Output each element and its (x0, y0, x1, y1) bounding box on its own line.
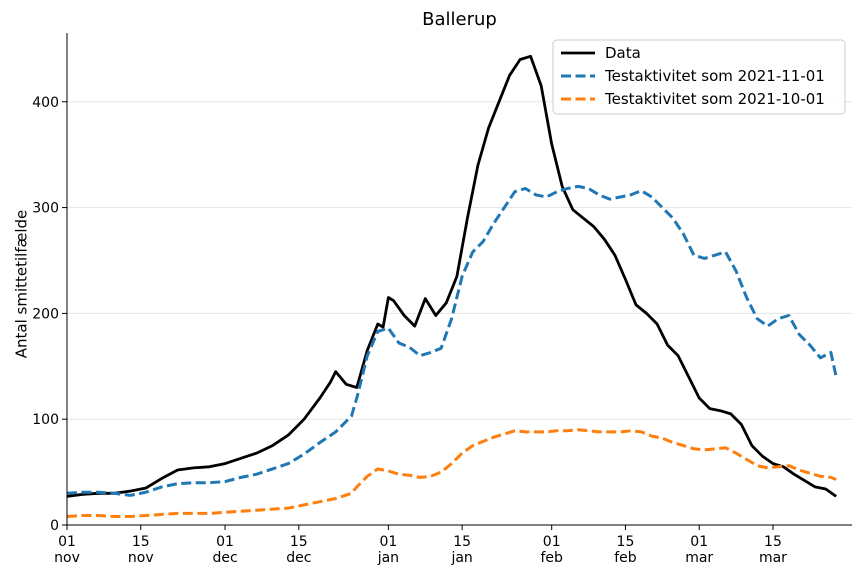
x-tick-month-label: nov (54, 550, 80, 566)
x-tick-month-label: mar (685, 550, 713, 566)
legend-label: Testaktivitet som 2021-10-01 (604, 90, 825, 108)
chart-title: Ballerup (422, 9, 497, 30)
x-tick-month-label: mar (759, 550, 787, 566)
axes (66, 33, 852, 526)
x-tick-month-label: dec (286, 550, 311, 566)
legend-label: Testaktivitet som 2021-11-01 (604, 67, 825, 85)
x-tick-month-label: feb (614, 550, 637, 566)
y-tick-label: 300 (32, 201, 59, 217)
x-tick-day-label: 01 (543, 534, 561, 550)
series-line-1 (66, 54, 838, 498)
x-tick-month-label: dec (212, 550, 237, 566)
y-axis-label: Antal smittetilfælde (13, 210, 31, 359)
legend-label: Data (605, 44, 641, 62)
y-tick-label: 400 (32, 95, 59, 111)
x-tick-month-label: jan (450, 550, 472, 566)
x-tick-month-label: feb (540, 550, 563, 566)
x-tick-day-label: 15 (132, 534, 150, 550)
y-tick-label: 100 (32, 412, 59, 428)
legend: Data Testaktivitet som 2021-11-01 Testakti… (552, 39, 846, 115)
series-layer (66, 54, 838, 518)
x-tick-day-label: 15 (290, 534, 308, 550)
y-tick-label: 0 (50, 518, 59, 534)
x-tick-day-label: 15 (453, 534, 471, 550)
y-tick-label: 200 (32, 306, 59, 322)
x-tick-day-label: 01 (58, 534, 76, 550)
x-axis-ticks: 01nov15nov01dec15dec01jan15jan01feb15feb… (54, 525, 787, 566)
x-tick-day-label: 15 (764, 534, 782, 550)
x-tick-day-label: 15 (617, 534, 635, 550)
legend-box (552, 39, 846, 115)
x-tick-month-label: jan (377, 550, 399, 566)
x-tick-month-label: nov (128, 550, 154, 566)
x-tick-day-label: 01 (216, 534, 234, 550)
x-tick-day-label: 01 (379, 534, 397, 550)
y-axis-ticks: 0 100 200 300 400 (32, 95, 67, 534)
x-tick-day-label: 01 (690, 534, 708, 550)
series-line-2 (66, 184, 838, 497)
series-line-3 (66, 428, 837, 518)
